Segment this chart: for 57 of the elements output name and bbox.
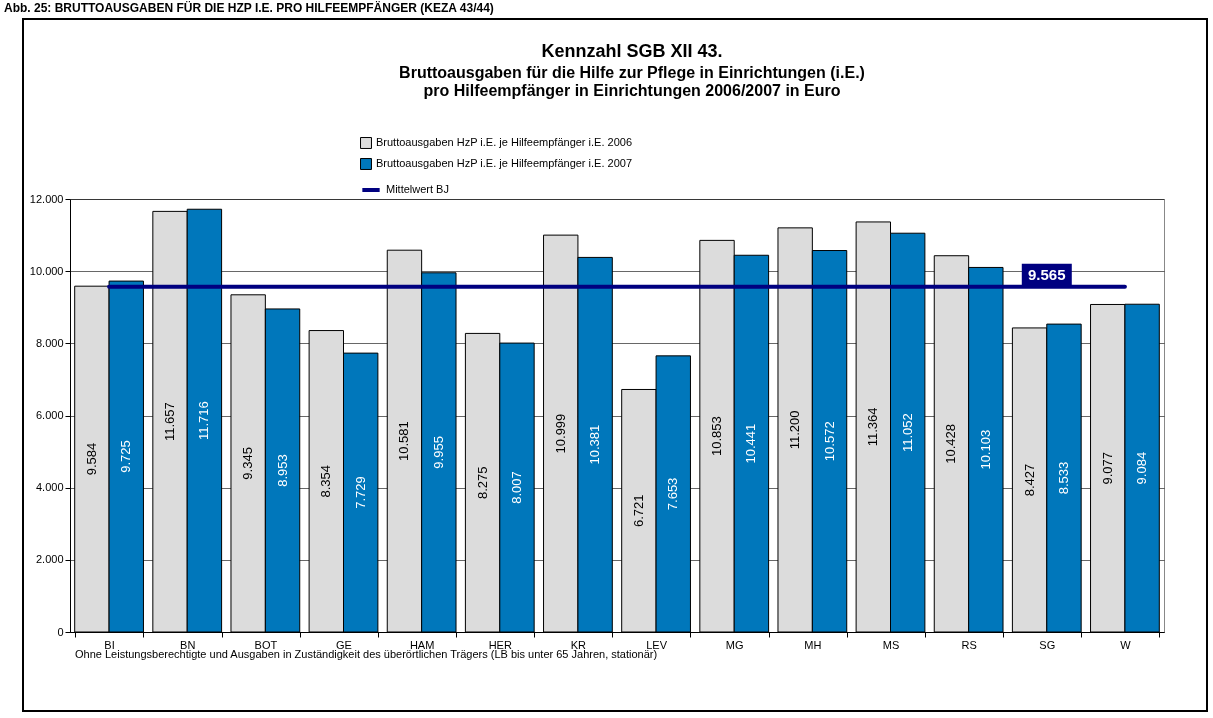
y-tick-label: 6.000 <box>35 409 64 421</box>
x-tick-label: W <box>1120 638 1132 651</box>
x-tick-label: HER <box>488 638 512 651</box>
data-label: 11.364 <box>865 407 881 447</box>
x-tick-label: GE <box>336 638 352 651</box>
data-label: 10.581 <box>396 421 412 461</box>
data-label: 8.007 <box>508 471 524 504</box>
x-tick-label: MS <box>882 638 900 651</box>
data-label: 7.653 <box>665 477 681 511</box>
x-tick-label: HAM <box>409 638 435 651</box>
x-tick-label: SG <box>1039 638 1056 651</box>
legend-label: Bruttoausgaben HzP i.E. je Hilfeempfänger i.E. 2007 <box>376 157 633 169</box>
y-tick-label: 10.000 <box>29 264 64 277</box>
y-tick-label: 12.000 <box>29 192 64 205</box>
x-tick-label: RS <box>961 638 977 651</box>
y-tick-label: 0 <box>57 625 64 638</box>
legend-label: Bruttoausgaben HzP i.E. je Hilfeempfänger i.E. 2006 <box>376 136 633 148</box>
x-tick-label: MG <box>725 638 744 651</box>
data-label: 8.354 <box>318 465 334 498</box>
data-label: 7.729 <box>352 476 368 509</box>
data-label: 8.427 <box>1021 463 1037 497</box>
x-tick-label: KR <box>570 638 587 651</box>
chart-subtitle: Bruttoausgaben für die Hilfe zur Pflege in Einrichtungen (i.E.) pro Hilfeempfänger in Einrichtungen 2006/2007 in Euro <box>399 64 865 99</box>
data-label: 9.345 <box>240 447 256 480</box>
data-label: 6.721 <box>630 494 646 528</box>
caption: Abb. 25: BRUTTOAUSGABEN FÜR DIE HZP I.E. PRO HILFEEMPFÄNGER (KEZA 43/44) <box>4 1 494 15</box>
chart-title: Kennzahl SGB XII 43. <box>541 41 723 61</box>
data-label: 10.441 <box>743 423 759 464</box>
y-tick-label: 4.000 <box>35 481 64 494</box>
data-label: 11.200 <box>787 410 803 450</box>
y-tick-label: 8.000 <box>35 336 64 349</box>
data-label: 11.052 <box>899 413 915 452</box>
data-label: 10.853 <box>709 416 725 457</box>
data-label: 9.584 <box>83 442 99 476</box>
data-label: 9.955 <box>430 436 446 469</box>
y-tick-label: 2.000 <box>35 553 64 566</box>
data-label: 10.381 <box>587 424 603 465</box>
data-label: 9.077 <box>1099 451 1115 485</box>
legend-label: Mittelwert BJ <box>386 183 449 195</box>
data-label: 10.428 <box>943 423 959 464</box>
data-label: 11.716 <box>196 401 212 441</box>
x-tick-label: BOT <box>254 638 278 651</box>
data-label: 9.565 <box>1028 265 1066 283</box>
data-label: 9.725 <box>118 440 134 473</box>
text: Ohne Leistungsberechtigte und Ausgaben in Zuständigkeit des überörtlichen Trägers (LB bis unter 65 Jahren, stationär) <box>75 648 658 660</box>
data-label: 8.533 <box>1055 461 1071 495</box>
data-label: 10.103 <box>977 429 993 470</box>
data-label: 9.084 <box>1134 451 1150 485</box>
x-tick-label: LEV <box>646 638 668 651</box>
x-tick-label: BN <box>180 638 196 651</box>
data-label: 10.572 <box>821 421 837 462</box>
x-tick-label: MH <box>804 638 822 651</box>
data-label: 10.999 <box>552 413 568 454</box>
data-label: 11.657 <box>162 402 178 442</box>
data-label: 8.275 <box>474 466 490 499</box>
x-tick-label: BI <box>104 638 115 651</box>
data-label: 8.953 <box>274 454 290 487</box>
